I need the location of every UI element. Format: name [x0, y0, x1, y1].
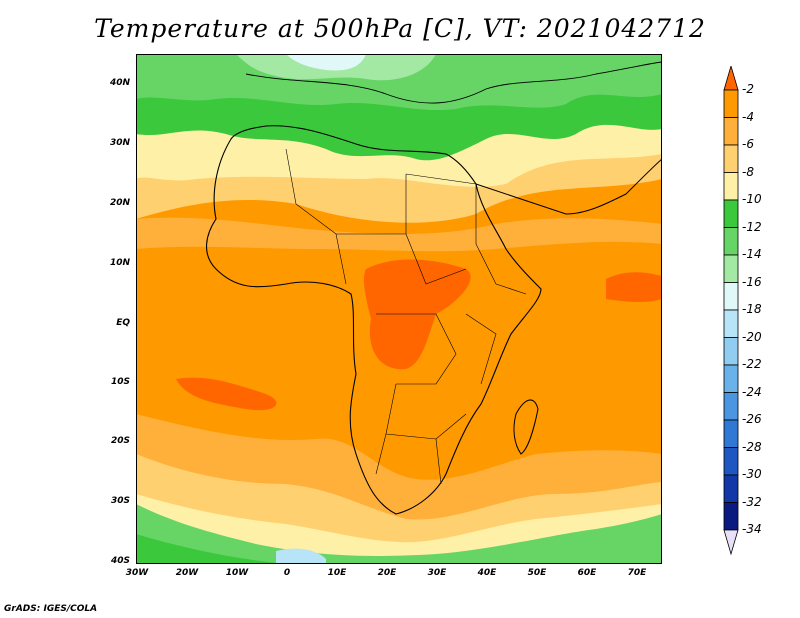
colorbar-label: -26	[742, 412, 762, 426]
band-minus-14-south	[136, 504, 662, 564]
lat-label: 30N	[109, 138, 130, 148]
hot-core-central	[363, 259, 471, 370]
lon-label: 30W	[125, 568, 149, 578]
colorbar-label: -2	[742, 82, 754, 96]
colorbar-label: -24	[742, 384, 762, 399]
colorbar-label: -32	[742, 494, 762, 509]
lat-label: 10S	[110, 377, 130, 387]
map-frame	[136, 54, 662, 564]
colorbar-swatch	[723, 172, 739, 201]
lat-label: 20S	[110, 436, 130, 446]
colorbar-swatch	[723, 144, 739, 173]
arabia-coastline	[475, 158, 662, 215]
lon-label: 20W	[175, 568, 199, 578]
lon-label: 60E	[577, 568, 597, 578]
colorbar-swatch	[723, 419, 739, 448]
lat-label: 20N	[109, 198, 130, 208]
colorbar-swatch	[723, 447, 739, 476]
band-minus-18	[286, 54, 366, 71]
colorbar-label: -22	[742, 357, 762, 371]
colorbar-swatch	[723, 474, 739, 503]
colorbar-swatch	[723, 89, 739, 118]
lon-label: 30E	[427, 568, 447, 578]
colorbar-label: -6	[742, 137, 754, 151]
lon-label: 70E	[627, 568, 647, 578]
lon-label: 50E	[527, 568, 547, 578]
lat-label: 40N	[109, 78, 130, 88]
band-minus-20-south	[276, 548, 326, 564]
colorbar-label: -10	[742, 192, 762, 206]
lon-label: 10E	[327, 568, 347, 578]
band-minus-6-north	[136, 217, 662, 252]
colorbar-swatch	[723, 502, 739, 531]
colorbar-label: -18	[742, 302, 762, 316]
colorbar-swatch	[723, 309, 739, 338]
colorbar-bottom-arrow	[723, 529, 739, 556]
colorbar-swatch	[723, 392, 739, 421]
colorbar-label: -34	[742, 522, 762, 536]
colorbar-swatches	[723, 64, 739, 556]
mediterranean-coastline	[245, 61, 662, 104]
country-borders	[285, 148, 527, 485]
colorbar-label: -30	[742, 467, 762, 481]
colorbar-top-arrow	[723, 64, 739, 91]
grads-credit: GrADS: IGES/COLA	[4, 604, 98, 614]
colorbar-swatch	[723, 282, 739, 311]
lat-label: EQ	[116, 318, 130, 328]
madagascar-coastline	[513, 399, 539, 455]
colorbar-swatch	[723, 199, 739, 228]
band-minus-12-south	[136, 534, 286, 564]
colorbar-swatch	[723, 337, 739, 366]
lon-label: 40E	[477, 568, 497, 578]
lat-label: 30S	[110, 496, 130, 506]
colorbar	[723, 64, 739, 560]
map-title: Temperature at 500hPa [C], VT: 202104271…	[94, 14, 706, 43]
colorbar-label: -14	[742, 247, 762, 261]
colorbar-label: -12	[742, 219, 762, 234]
colorbar-swatch	[723, 254, 739, 283]
colorbar-swatch	[723, 364, 739, 393]
lat-label: 10N	[109, 258, 130, 268]
lon-label: 20E	[377, 568, 397, 578]
colorbar-swatch	[723, 227, 739, 256]
colorbar-swatch	[723, 117, 739, 146]
temperature-map	[136, 54, 662, 564]
colorbar-label: -28	[742, 439, 762, 454]
africa-coastline	[206, 125, 542, 515]
colorbar-label: -8	[742, 164, 754, 179]
colorbar-label: -20	[742, 329, 762, 344]
colorbar-label: -16	[742, 274, 762, 289]
lon-label: 10W	[225, 568, 249, 578]
hot-core-atlantic	[176, 377, 277, 411]
hot-core-east	[606, 272, 662, 303]
lon-label: 0	[283, 568, 291, 578]
map-canvas	[136, 54, 662, 564]
lat-label: 40S	[110, 556, 130, 566]
colorbar-label: -4	[742, 109, 754, 124]
